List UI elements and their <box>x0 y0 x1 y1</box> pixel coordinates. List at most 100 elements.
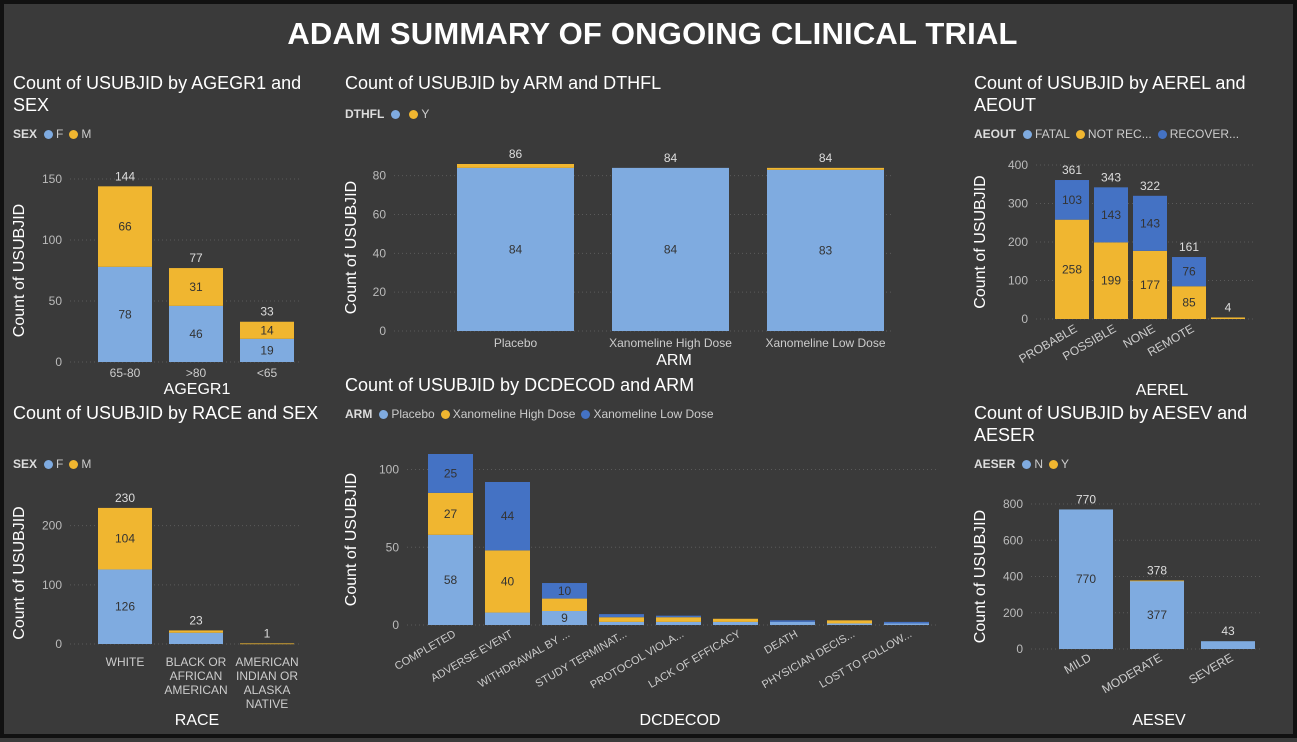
legend-item[interactable]: F <box>42 457 63 471</box>
total-label: 43 <box>1221 624 1235 638</box>
x-tick-label: BLACK OR AFRICAN AMERICAN <box>164 655 227 697</box>
total-label: 770 <box>1076 492 1096 506</box>
legend-swatch <box>1023 130 1032 139</box>
bar-segment <box>827 620 872 624</box>
bar-segment <box>98 569 152 644</box>
legend-item[interactable]: Y <box>407 107 429 121</box>
bar-segment <box>656 615 701 618</box>
y-tick-label: 60 <box>373 207 387 221</box>
bar-segment <box>485 612 530 625</box>
bar-segment <box>98 186 152 267</box>
chart-legend-aeout[interactable]: AEOUT FATAL NOT REC... RECOVER... <box>974 127 1243 141</box>
chart-legend-sex[interactable]: SEX F M <box>13 457 95 471</box>
y-tick-label: 150 <box>42 172 62 186</box>
chart-panel-agegr1[interactable]: Count of USUBJID by AGEGR1 and SEX <box>13 72 333 116</box>
y-tick-label: 200 <box>42 519 62 533</box>
bar-segment <box>98 507 152 570</box>
bar-segment <box>599 621 644 625</box>
bar-segment <box>428 534 473 625</box>
y-tick-label: 0 <box>392 618 399 632</box>
legend-item[interactable]: RECOVER... <box>1156 127 1239 141</box>
chart-panel-arm[interactable]: Count of USUBJID by ARM and DTHFL <box>345 72 945 94</box>
chart-legend-dthfl[interactable]: DTHFL Y <box>345 107 433 121</box>
y-tick-label: 300 <box>1008 197 1028 211</box>
data-label: 46 <box>189 327 203 341</box>
legend-swatch <box>581 410 591 419</box>
y-tick-label: 200 <box>1003 606 1023 620</box>
legend-swatch <box>1075 130 1085 139</box>
legend-label: Xanomeline Low Dose <box>593 407 714 421</box>
chart-legend-sex[interactable]: SEX F M <box>13 127 95 141</box>
bar-segment <box>1094 242 1128 319</box>
legend-title: AEOUT <box>974 127 1016 141</box>
legend-item[interactable]: N <box>1020 457 1043 471</box>
y-tick-label: 0 <box>1021 312 1028 326</box>
legend-item[interactable]: F <box>42 127 63 141</box>
data-label: 84 <box>509 242 523 256</box>
legend-item[interactable]: Placebo <box>377 407 435 421</box>
bar-segment <box>169 630 223 633</box>
data-label: 76 <box>1182 265 1196 279</box>
x-tick-label: Placebo <box>494 336 538 350</box>
legend-label: M <box>81 457 92 471</box>
legend-swatch <box>379 410 389 419</box>
bar-segment <box>767 169 884 331</box>
chart-panel-dcdecod[interactable]: Count of USUBJID by DCDECOD and ARM <box>345 374 945 396</box>
chart-panel-aerel[interactable]: Count of USUBJID by AEREL and AEOUT <box>974 72 1294 116</box>
data-label: 40 <box>501 574 515 588</box>
bar-segment <box>1172 286 1206 319</box>
bar-segment <box>884 621 929 624</box>
legend-item[interactable] <box>389 107 403 121</box>
legend-swatch <box>1049 460 1059 469</box>
data-label: 83 <box>819 243 833 257</box>
chart-legend-arm[interactable]: ARM Placebo Xanomeline High Dose Xanomeline… <box>345 407 718 421</box>
legend-item[interactable]: Y <box>1047 457 1069 471</box>
data-label: 9 <box>561 611 568 625</box>
chart-title: Count of USUBJID by DCDECOD and ARM <box>345 375 695 395</box>
legend-swatch <box>69 130 79 139</box>
x-tick-label: <65 <box>257 366 278 380</box>
y-tick-label: 0 <box>55 637 62 651</box>
legend-item[interactable]: Xanomeline High Dose <box>439 407 575 421</box>
legend-label: Y <box>1061 457 1070 471</box>
legend-item[interactable]: FATAL <box>1021 127 1070 141</box>
data-label: 25 <box>444 466 458 480</box>
bar-segment <box>240 338 294 362</box>
bar-segment <box>457 164 574 168</box>
data-label: 31 <box>189 280 203 294</box>
legend-item[interactable]: NOT REC... <box>1074 127 1152 141</box>
legend-label: RECOVER... <box>1169 127 1240 141</box>
bar-segment <box>713 621 758 625</box>
x-axis-label: AEREL <box>1136 382 1189 399</box>
legend-label: Placebo <box>391 407 435 421</box>
legend-item[interactable]: M <box>67 127 91 141</box>
total-label: 1 <box>264 626 271 640</box>
total-label: 378 <box>1147 563 1167 577</box>
legend-label: NOT REC... <box>1087 127 1152 141</box>
y-axis-label: Count of USUBJID <box>972 510 989 643</box>
data-label: 143 <box>1140 216 1160 230</box>
data-label: 104 <box>115 532 135 546</box>
y-tick-label: 200 <box>1008 235 1028 249</box>
data-label: 78 <box>118 307 132 321</box>
y-tick-label: 0 <box>1016 642 1023 656</box>
legend-title: AESER <box>974 457 1016 471</box>
y-tick-label: 50 <box>386 540 400 554</box>
legend-item[interactable]: Xanomeline Low Dose <box>579 407 714 421</box>
chart-legend-aeser[interactable]: AESER N Y <box>974 457 1073 471</box>
legend-item[interactable]: M <box>67 457 91 471</box>
bar-segment <box>485 481 530 551</box>
total-label: 33 <box>260 305 274 319</box>
bar-segment <box>542 598 587 612</box>
chart-panel-aesev[interactable]: Count of USUBJID by AESEV and AESER <box>974 402 1294 446</box>
data-label: 770 <box>1076 572 1096 586</box>
x-tick-label: MODERATE <box>1099 650 1164 696</box>
chart-panel-race[interactable]: Count of USUBJID by RACE and SEX <box>13 402 333 424</box>
